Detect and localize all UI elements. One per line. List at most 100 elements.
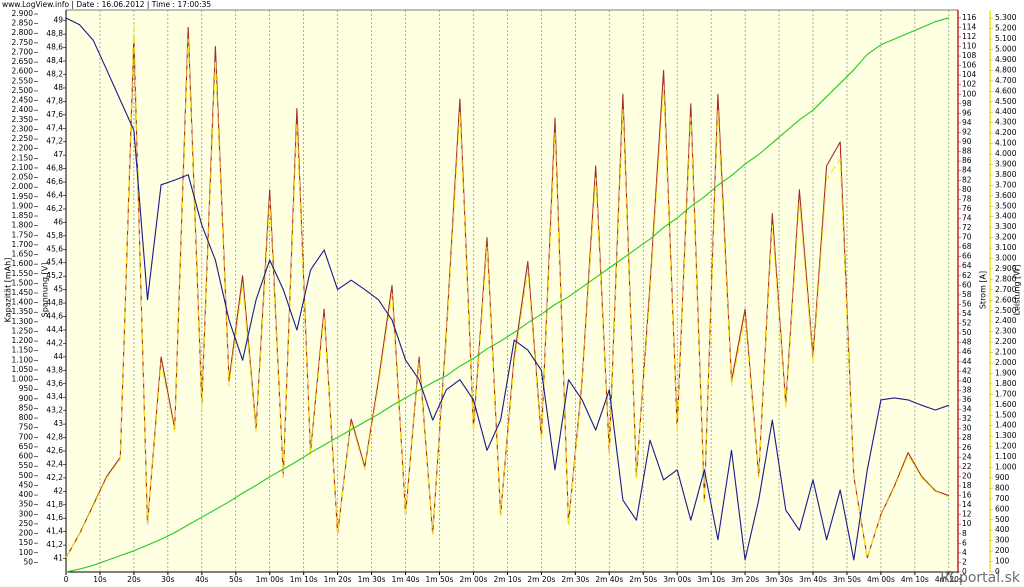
strom-tick-label: 26 xyxy=(962,443,972,452)
spannung-tick-label: 41 xyxy=(53,554,63,563)
strom-tick-label: 74 xyxy=(962,213,972,222)
spannung-tick-label: 46,6 xyxy=(46,177,63,186)
spannung-tick-label: 44,4 xyxy=(46,325,63,334)
leistung-tick-label: 2.400 xyxy=(995,316,1017,325)
kapazitaet-tick-label: 1.700 xyxy=(12,240,34,249)
leistung-tick-label: 3.300 xyxy=(995,222,1017,231)
kapazitaet-tick-label: 900 xyxy=(19,394,34,403)
leistung-tick-label: 4.500 xyxy=(995,97,1017,106)
kapazitaet-tick-label: 750 xyxy=(19,423,34,432)
strom-tick-label: 76 xyxy=(962,204,972,213)
leistung-tick-label: 2.600 xyxy=(995,295,1017,304)
strom-tick-label: 46 xyxy=(962,347,972,356)
kapazitaet-tick-label: 1.150 xyxy=(12,346,34,355)
strom-tick-label: 18 xyxy=(962,481,972,490)
spannung-tick-label: 47,4 xyxy=(46,123,63,132)
leistung-tick-label: 4.200 xyxy=(995,128,1017,137)
leistung-tick-label: 2.100 xyxy=(995,348,1017,357)
spannung-tick-label: 45,8 xyxy=(46,231,63,240)
leistung-tick-label: 900 xyxy=(995,473,1010,482)
x-tick-label: 2m 20s xyxy=(527,575,555,584)
kapazitaet-tick-label: 800 xyxy=(19,413,34,422)
strom-tick-label: 54 xyxy=(962,309,972,318)
kapazitaet-tick-label: 1.850 xyxy=(12,211,34,220)
kapazitaet-tick-label: 450 xyxy=(19,480,34,489)
x-tick-label: 1m 50s xyxy=(426,575,454,584)
spannung-tick-label: 45 xyxy=(53,285,63,294)
leistung-tick-label: 1.200 xyxy=(995,442,1017,451)
kapazitaet-tick-label: 600 xyxy=(19,452,34,461)
kapazitaet-tick-label: 2.700 xyxy=(12,47,34,56)
spannung-tick-label: 45,2 xyxy=(46,271,63,280)
leistung-tick-label: 700 xyxy=(995,494,1010,503)
strom-tick-label: 72 xyxy=(962,223,972,232)
x-tick-label: 20s xyxy=(127,575,141,584)
leistung-tick-label: 2.500 xyxy=(995,306,1017,315)
leistung-tick-label: 3.900 xyxy=(995,159,1017,168)
spannung-tick-label: 44 xyxy=(53,352,63,361)
strom-tick-label: 68 xyxy=(962,242,972,251)
strom-tick-label: 100 xyxy=(962,89,977,98)
x-tick-label: 0 xyxy=(64,575,69,584)
strom-tick-label: 114 xyxy=(962,22,977,31)
kapazitaet-tick-label: 2.100 xyxy=(12,163,34,172)
strom-tick-label: 14 xyxy=(962,500,972,509)
plot-area xyxy=(65,9,959,573)
strom-tick-label: 50 xyxy=(962,328,972,337)
x-tick-label: 1m 40s xyxy=(392,575,420,584)
kapazitaet-tick-label: 250 xyxy=(19,519,34,528)
kapazitaet-tick-label: 1.550 xyxy=(12,269,34,278)
kapazitaet-tick-label: 2.200 xyxy=(12,144,34,153)
kapazitaet-tick-label: 200 xyxy=(19,529,34,538)
kapazitaet-tick-label: 2.300 xyxy=(12,124,34,133)
strom-tick-label: 82 xyxy=(962,175,972,184)
spannung-tick-label: 49 xyxy=(53,16,63,25)
spannung-tick-label: 43,2 xyxy=(46,406,63,415)
x-tick-label: 3m 00s xyxy=(663,575,691,584)
kapazitaet-tick-label: 1.950 xyxy=(12,192,34,201)
kapazitaet-tick-label: 2.050 xyxy=(12,173,34,182)
kapazitaet-tick-label: 500 xyxy=(19,471,34,480)
leistung-tick-label: 400 xyxy=(995,525,1010,534)
spannung-tick-label: 48,4 xyxy=(46,56,63,65)
leistung-axis-title: Leistung [W] xyxy=(1013,265,1022,316)
strom-tick-label: 106 xyxy=(962,61,977,70)
strom-axis-title: Strom [A] xyxy=(979,271,988,309)
strom-tick-label: 84 xyxy=(962,166,972,175)
leistung-tick-label: 2.300 xyxy=(995,327,1017,336)
strom-tick-label: 40 xyxy=(962,376,972,385)
spannung-tick-label: 45,6 xyxy=(46,244,63,253)
kapazitaet-tick-label: 100 xyxy=(19,548,34,557)
leistung-tick-label: 4.300 xyxy=(995,118,1017,127)
kapazitaet-tick-label: 850 xyxy=(19,403,34,412)
strom-tick-label: 24 xyxy=(962,452,972,461)
spannung-tick-label: 47,8 xyxy=(46,96,63,105)
kapazitaet-tick-label: 2.450 xyxy=(12,96,34,105)
strom-tick-label: 70 xyxy=(962,233,972,242)
strom-tick-label: 56 xyxy=(962,299,972,308)
kapazitaet-tick-label: 1.800 xyxy=(12,221,34,230)
spannung-tick-label: 46,4 xyxy=(46,191,63,200)
kapazitaet-tick-label: 1.100 xyxy=(12,355,34,364)
kapazitaet-tick-label: 550 xyxy=(19,461,34,470)
leistung-tick-label: 3.400 xyxy=(995,212,1017,221)
leistung-tick-label: 600 xyxy=(995,504,1010,513)
strom-tick-label: 112 xyxy=(962,32,977,41)
spannung-tick-label: 48,6 xyxy=(46,43,63,52)
leistung-tick-label: 3.000 xyxy=(995,254,1017,263)
strom-tick-label: 30 xyxy=(962,424,972,433)
spannung-tick-label: 43,4 xyxy=(46,392,63,401)
kapazitaet-tick-label: 1.250 xyxy=(12,326,34,335)
spannung-tick-label: 47 xyxy=(53,150,63,159)
strom-tick-label: 10 xyxy=(962,519,972,528)
kapazitaet-tick-label: 1.500 xyxy=(12,278,34,287)
x-tick-label: 40s xyxy=(195,575,209,584)
x-tick-label: 2m 10s xyxy=(493,575,521,584)
leistung-tick-label: 1.600 xyxy=(995,400,1017,409)
kapazitaet-tick-label: 2.800 xyxy=(12,28,34,37)
series-line xyxy=(65,22,950,558)
strom-tick-label: 48 xyxy=(962,338,972,347)
strom-tick-label: 98 xyxy=(962,99,972,108)
kapazitaet-tick-label: 1.000 xyxy=(12,375,34,384)
x-tick-label: 2m 50s xyxy=(629,575,657,584)
